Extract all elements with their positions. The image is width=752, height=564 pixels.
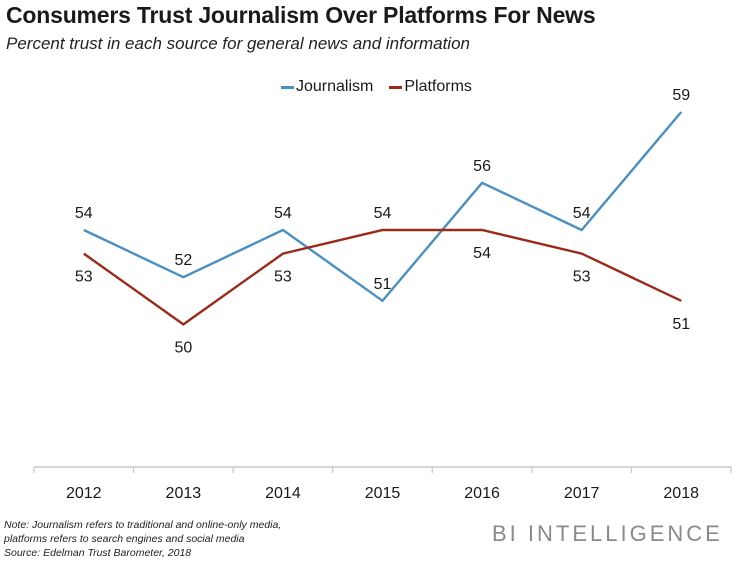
data-label-journalism: 54: [75, 205, 93, 222]
series-line-journalism: [83, 111, 683, 303]
data-label-platforms: 53: [573, 269, 591, 286]
x-tick-label: 2014: [265, 485, 301, 502]
brand-logo: BI INTELLIGENCE: [492, 521, 723, 546]
legend-label-platforms: Platforms: [404, 78, 472, 95]
footnote: Note: Journalism refers to traditional a…: [4, 518, 281, 560]
data-label-journalism: 51: [374, 276, 392, 293]
series-line-platforms: [83, 228, 682, 326]
x-tick-label: 2016: [464, 485, 500, 502]
x-tick-label: 2017: [564, 485, 600, 502]
legend-item-journalism: Journalism: [281, 78, 373, 96]
x-tick-label: 2015: [365, 485, 401, 502]
x-tick-label: 2013: [166, 485, 202, 502]
legend-swatch-platforms: [389, 85, 403, 89]
data-label-journalism: 59: [672, 87, 690, 104]
footnote-line-1: Note: Journalism refers to traditional a…: [4, 519, 282, 531]
data-label-platforms: 51: [672, 316, 690, 333]
data-label-platforms: 53: [274, 269, 292, 286]
data-label-platforms: 54: [473, 245, 491, 262]
legend-label-journalism: Journalism: [296, 78, 374, 95]
data-label-journalism: 52: [174, 252, 192, 269]
footnote-line-2: platforms refers to search engines and s…: [4, 533, 245, 545]
data-label-journalism: 56: [473, 158, 491, 175]
data-label-platforms: 54: [374, 205, 392, 222]
legend: Journalism Platforms: [281, 78, 472, 96]
data-label-journalism: 54: [573, 205, 591, 222]
source-line: Source: Edelman Trust Barometer, 2018: [4, 547, 192, 559]
chart-subtitle: Percent trust in each source for general…: [6, 34, 470, 53]
x-tick-label: 2012: [66, 485, 102, 502]
x-tick-label: 2018: [663, 485, 699, 502]
data-label-platforms: 53: [75, 269, 93, 286]
data-label-journalism: 54: [274, 205, 292, 222]
data-label-platforms: 50: [174, 339, 192, 356]
legend-swatch-journalism: [281, 85, 294, 89]
chart-title: Consumers Trust Journalism Over Platform…: [6, 2, 596, 28]
legend-item-platforms: Platforms: [389, 78, 472, 96]
